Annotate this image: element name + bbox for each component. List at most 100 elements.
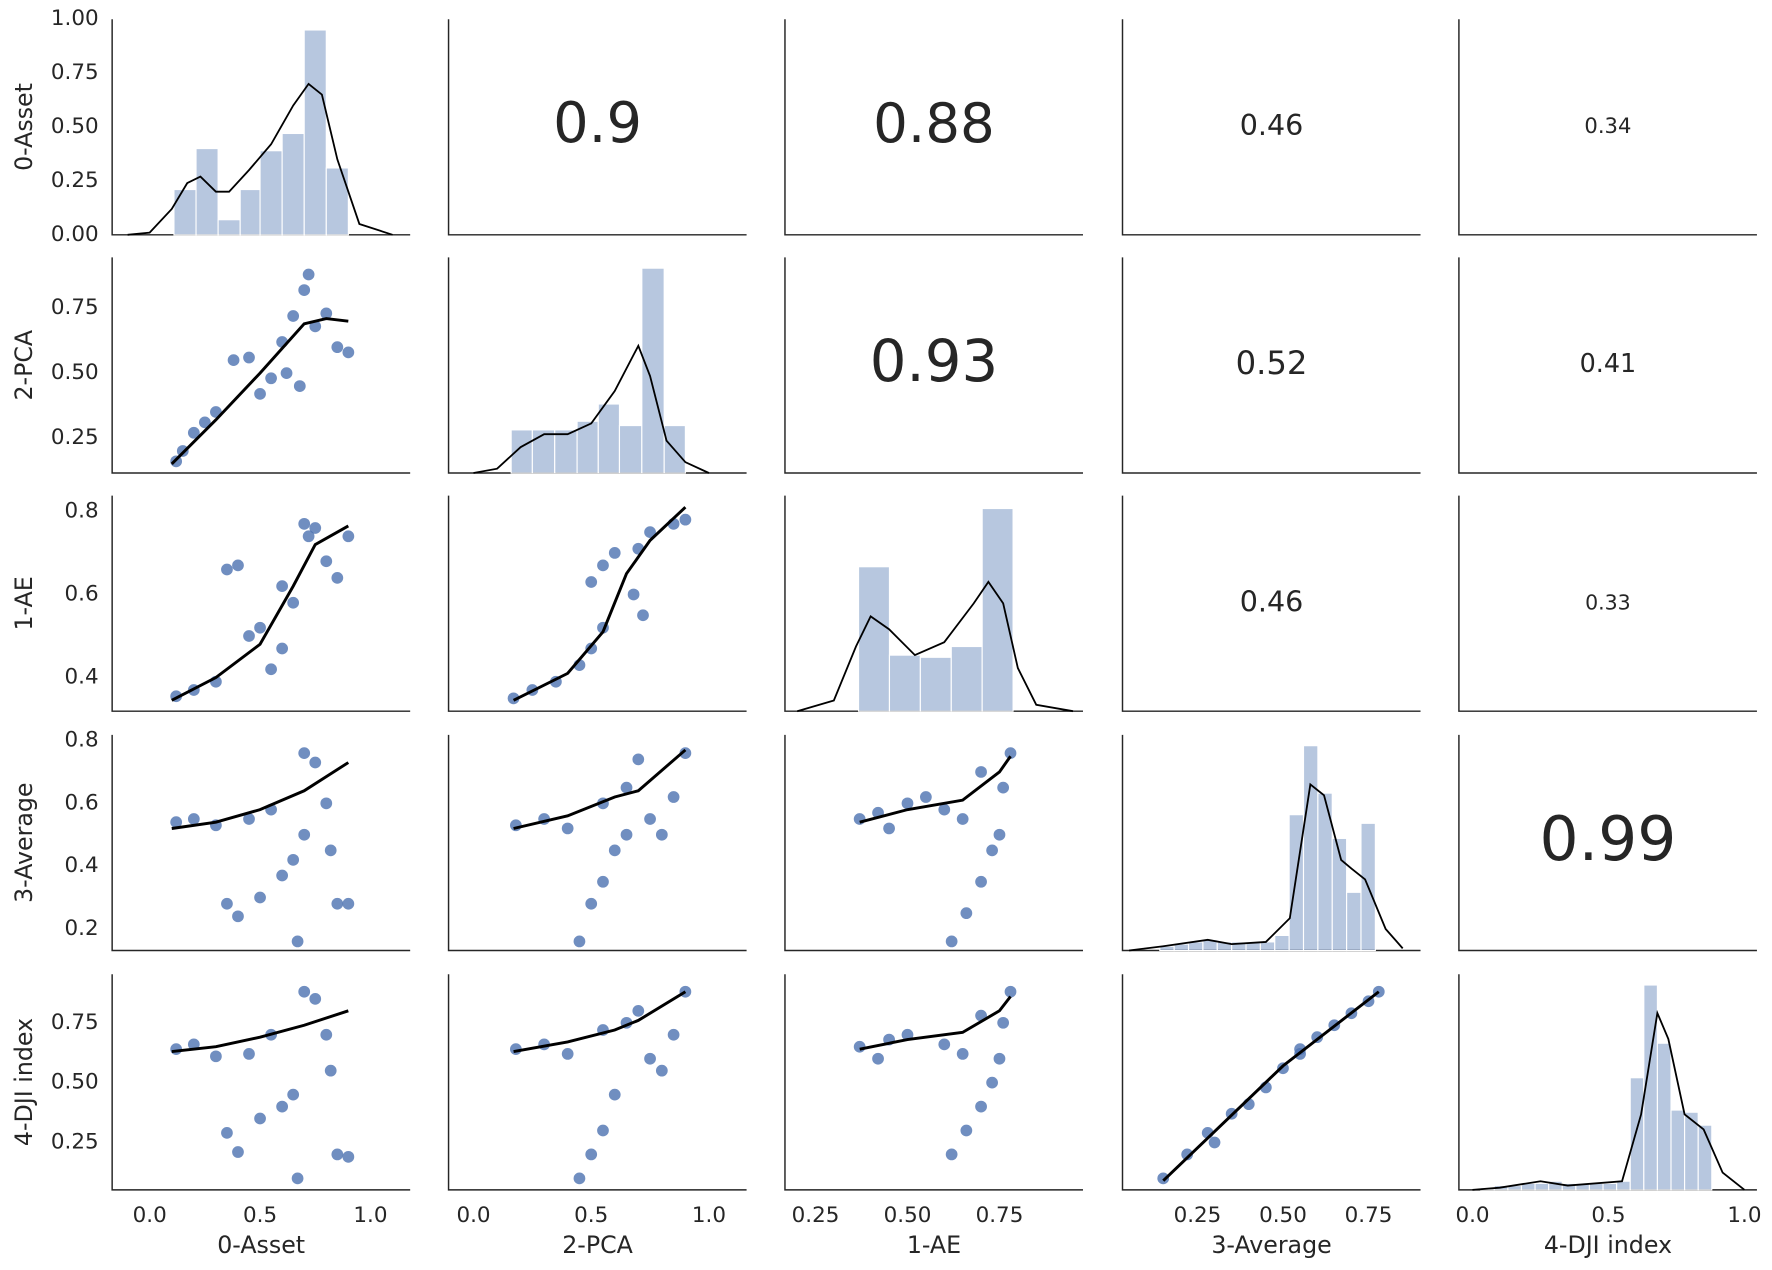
axis-spine [447,19,747,236]
scatter-point [644,813,656,825]
scatter-point [608,547,621,559]
scatter-point [324,1064,337,1077]
scatter-point [644,526,656,539]
correlation-label: 0.88 [873,91,995,155]
scatter-point [938,1038,951,1051]
axis-spine [111,257,411,474]
scatter-point [331,1148,344,1161]
scatter-point [280,367,293,379]
scatter-point [342,1150,355,1163]
hist-bar [888,654,921,712]
y-axis-label: 3-Average [10,783,38,903]
scatter-point [298,284,311,296]
fit-line [513,748,687,830]
axis-spine [784,974,1083,1191]
scatter-point [993,828,1006,841]
scatter-point [632,1004,645,1017]
scatter-point [901,797,914,810]
y-tick-label: 0.4 [65,665,99,690]
scatter-point [679,747,692,759]
scatter-point [287,310,300,322]
fit-line [171,761,350,830]
fit-line [859,755,1012,824]
axis-spine [111,495,411,712]
axis-spine [111,974,411,1191]
hist-bar [950,645,983,712]
scatter-point [276,869,289,882]
y-axis-label: 0-Asset [10,83,38,171]
scatter-point [585,897,598,910]
scatter-point [960,907,973,920]
scatter-point [243,1048,255,1060]
scatter-point [342,346,355,359]
scatter-point [265,663,277,676]
x-tick-label: 0.0 [456,1203,490,1228]
y-tick-label: 0.75 [51,1010,99,1035]
x-axis-label: 1-AE [907,1231,961,1259]
scatter-point [302,268,315,281]
y-tick-label: 0.00 [51,222,99,247]
scatter-point [170,816,183,829]
hist-bar [173,188,197,236]
scatter-point [342,530,355,543]
fit-line [859,995,1012,1051]
hist-bar [217,219,241,236]
axis-spine [447,734,747,952]
fit-line [170,317,349,466]
scatter-point [938,803,951,816]
scatter-point [309,522,322,534]
hist-bar [510,429,533,474]
hist-bar [303,29,327,236]
scatter-point [883,822,895,835]
x-tick-label: 0.50 [1259,1203,1307,1228]
scatter-point [342,897,355,910]
scatter-point [210,1050,222,1063]
kde-line [1128,782,1404,952]
correlation-label: 0.41 [1580,349,1637,379]
scatter-point [627,588,640,601]
scatter-point [324,844,337,857]
hist-bar [1288,814,1305,952]
correlation-label: 0.52 [1236,344,1308,382]
kde-line [796,580,1074,713]
scatter-point [309,320,322,333]
x-tick-label: 0.5 [1591,1203,1625,1228]
scatter-point [331,571,344,584]
y-tick-label: 1.00 [51,6,99,31]
x-axis-label: 2-PCA [562,1231,633,1259]
correlation-label: 0.93 [870,327,999,395]
scatter-point [243,813,255,825]
scatter-point [1181,1148,1194,1161]
scatter-point [679,513,692,526]
scatter-point [309,993,322,1005]
scatter-point [187,813,200,825]
axis-spine [1121,19,1421,236]
correlation-label: 0.33 [1585,590,1631,614]
kde-line [473,343,710,474]
scatter-point [956,1048,969,1060]
scatter-point [227,354,240,367]
y-tick-label: 0.25 [51,1129,99,1154]
scatter-point [302,530,315,543]
hist-bar [1656,1042,1672,1191]
scatter-point [573,1172,586,1185]
scatter-point [655,828,668,841]
hist-bar [554,429,578,474]
scatter-point [853,1040,866,1053]
hist-bar [981,507,1014,712]
scatter-point [287,1088,300,1101]
axis-spine [1458,19,1757,236]
scatter-point [232,559,244,572]
scatter-point [320,797,333,810]
y-tick-label: 0.6 [65,581,99,606]
scatter-point [221,897,233,910]
axis-spine [111,734,411,952]
scatter-point [620,828,633,841]
scatter-point [561,822,574,835]
y-tick-label: 0.8 [65,498,99,523]
scatter-point [975,766,987,778]
hist-bar [618,425,643,474]
scatter-point [956,813,969,825]
